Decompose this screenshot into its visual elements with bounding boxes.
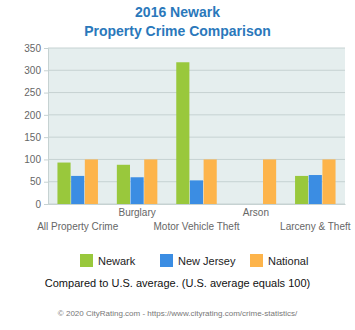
x-axis: All Property Crime Burglary Motor Vehicle … (37, 204, 351, 232)
bar (295, 176, 308, 204)
legend-swatch (250, 254, 263, 267)
bar (190, 180, 203, 204)
x-tick: Motor Vehicle Theft (154, 204, 240, 232)
x-tick-label: Arson (243, 207, 269, 218)
bar (309, 175, 322, 204)
plot-background (48, 48, 345, 204)
y-tick-mark (44, 182, 48, 183)
legend-item: National (250, 254, 308, 267)
chart: 2016 Newark Property Crime Comparison 0 50 1… (0, 0, 355, 330)
y-tick-mark (44, 137, 48, 138)
y-tick-label: 200 (24, 110, 41, 121)
y-tick: 100 (24, 154, 48, 165)
y-tick: 0 (35, 199, 48, 210)
title: 2016 Newark (135, 4, 220, 20)
annotation: Compared to U.S. average. (U.S. average … (45, 277, 310, 289)
bar (322, 159, 335, 204)
grid-line (48, 137, 345, 138)
plot: 0 50 100 150 200 250 300 350 All Property Crime B… (24, 43, 350, 232)
y-tick-mark (44, 159, 48, 160)
bar (71, 176, 84, 204)
bar (117, 165, 130, 204)
bars (57, 62, 335, 204)
y-axis-line (44, 49, 49, 205)
y-tick-mark (44, 93, 48, 94)
y-tick: 250 (24, 87, 48, 98)
y-tick: 50 (30, 176, 48, 187)
y-tick-label: 0 (35, 199, 41, 210)
legend-item: New Jersey (160, 254, 236, 267)
x-tick-label: Motor Vehicle Theft (154, 221, 240, 232)
grid-line (48, 114, 345, 115)
legend-label: Newark (98, 255, 136, 267)
legend-swatch (160, 254, 173, 267)
x-tick: Larceny & Theft (280, 204, 351, 232)
y-tick-label: 100 (24, 154, 41, 165)
y-tick-mark (44, 204, 48, 205)
bar (204, 159, 217, 204)
bar (176, 62, 189, 204)
y-tick-mark (44, 48, 48, 49)
x-axis-line (49, 204, 346, 205)
x-tick-label: All Property Crime (37, 221, 119, 232)
y-tick: 150 (24, 132, 48, 143)
y-tick-label: 50 (30, 176, 42, 187)
y-tick-label: 300 (24, 65, 41, 76)
legend: Newark New Jersey National (80, 254, 308, 267)
legend-label: National (268, 255, 308, 267)
y-tick: 350 (24, 43, 48, 54)
legend-item: Newark (80, 254, 136, 267)
grid-line (48, 70, 345, 71)
legend-label: New Jersey (178, 255, 236, 267)
legend-swatch (80, 254, 93, 267)
bar (57, 163, 70, 204)
x-tick-label: Larceny & Theft (280, 221, 351, 232)
y-tick-mark (44, 115, 48, 116)
x-tick-label: Burglary (118, 207, 155, 218)
subtitle: Property Crime Comparison (84, 23, 271, 39)
bar (85, 159, 98, 204)
y-tick-label: 250 (24, 87, 41, 98)
bar (263, 159, 276, 204)
grid-line (48, 92, 345, 93)
x-tick: All Property Crime (37, 204, 119, 232)
x-tick: Burglary (118, 204, 155, 218)
grid-line (48, 48, 345, 49)
y-axis: 0 50 100 150 200 250 300 350 (24, 43, 48, 210)
grid (48, 48, 345, 204)
y-tick: 200 (24, 110, 48, 121)
bar (144, 159, 157, 204)
copyright: © 2020 CityRating.com - https://www.city… (58, 309, 298, 318)
bar (131, 177, 144, 204)
y-tick-mark (44, 70, 48, 71)
y-tick-label: 150 (24, 132, 41, 143)
y-tick: 300 (24, 65, 48, 76)
x-tick: Arson (243, 204, 269, 218)
y-tick-label: 350 (24, 43, 41, 54)
